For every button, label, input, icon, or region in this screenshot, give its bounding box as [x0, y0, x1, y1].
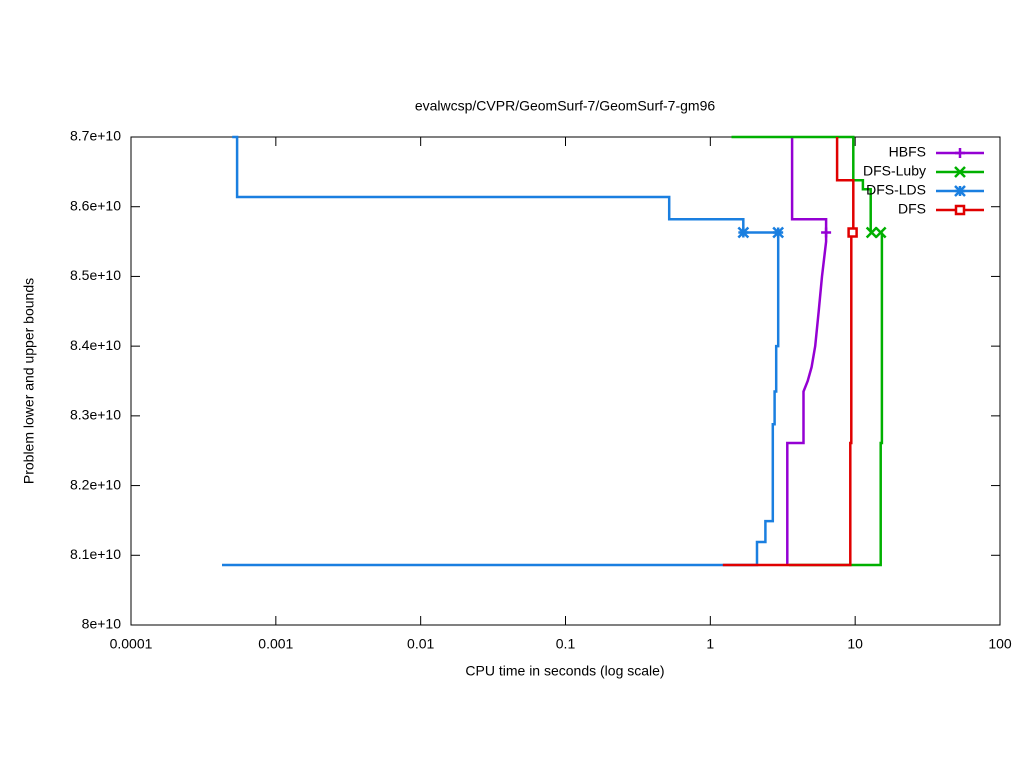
- x-tick-label: 100: [988, 636, 1012, 652]
- x-tick-label: 1: [706, 636, 714, 652]
- y-tick-label: 8.5e+10: [70, 267, 121, 283]
- x-tick-label: 0.0001: [110, 636, 153, 652]
- y-tick-label: 8.7e+10: [70, 128, 121, 144]
- series-line: [731, 135, 884, 567]
- y-axis-label: Problem lower and upper bounds: [21, 278, 37, 484]
- legend-label: DFS-Luby: [863, 163, 926, 179]
- legend-marker: [955, 148, 965, 158]
- marker: [874, 226, 887, 239]
- marker: [847, 227, 858, 238]
- legend-marker: [954, 185, 966, 197]
- x-tick-label: 0.1: [556, 636, 576, 652]
- marker: [821, 227, 832, 238]
- y-tick-label: 8.4e+10: [70, 337, 121, 353]
- legend-label: DFS-LDS: [866, 182, 926, 198]
- legend-marker: [954, 204, 966, 216]
- legend-marker: [954, 166, 966, 178]
- y-tick-label: 8.1e+10: [70, 546, 121, 562]
- legend-label: DFS: [898, 201, 926, 217]
- y-tick-label: 8.2e+10: [70, 476, 121, 492]
- x-tick-label: 10: [847, 636, 863, 652]
- x-tick-label: 0.01: [407, 636, 434, 652]
- x-tick-label: 0.001: [258, 636, 293, 652]
- chart-title: evalwcsp/CVPR/GeomSurf-7/GeomSurf-7-gm96: [415, 98, 716, 114]
- marker: [737, 226, 750, 239]
- series-line: [222, 135, 780, 567]
- series-line: [722, 137, 855, 567]
- series-line: [786, 137, 828, 565]
- y-tick-label: 8.6e+10: [70, 197, 121, 213]
- legend-label: HBFS: [889, 144, 926, 160]
- marker: [772, 226, 785, 239]
- marker: [865, 226, 878, 239]
- x-axis-label: CPU time in seconds (log scale): [465, 663, 664, 679]
- y-tick-label: 8.3e+10: [70, 407, 121, 423]
- y-tick-label: 8e+10: [82, 616, 122, 632]
